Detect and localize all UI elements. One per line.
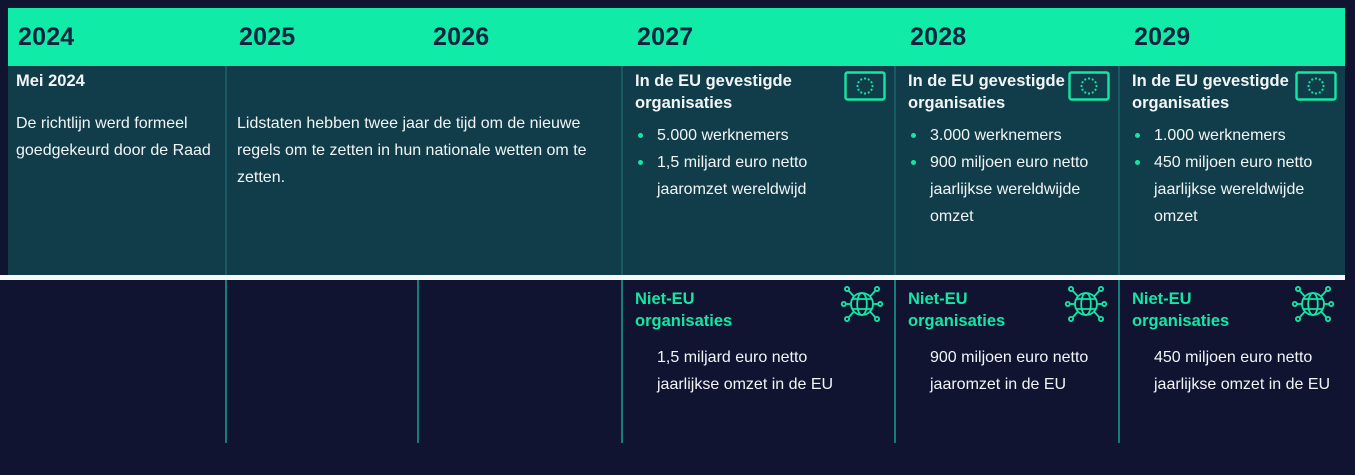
year-label-2025: 2025 xyxy=(239,23,296,51)
bullet-item: 1.000 werknemers xyxy=(1132,122,1334,149)
eu-cell-bullets: 5.000 werknemers 1,5 miljard euro netto … xyxy=(635,122,857,203)
eu-flag-icon xyxy=(844,71,886,101)
column-divider xyxy=(894,66,896,275)
bullet-item: 900 miljoen euro netto jaarlijkse wereld… xyxy=(908,149,1108,230)
cell-2029-eu-organisations: In de EU gevestigde organisaties 1.000 w… xyxy=(1120,66,1345,275)
horizontal-divider xyxy=(0,275,1345,280)
globe-network-icon xyxy=(1064,286,1108,323)
cell-2027-non-eu-organisations: Niet-EU organisaties 1,5 miljard euro ne… xyxy=(623,280,894,443)
eu-cell-title: In de EU gevestigde organisaties xyxy=(635,72,792,112)
cell-2028-eu-organisations: In de EU gevestigde organisaties 3.000 w… xyxy=(896,66,1118,275)
year-label-2027: 2027 xyxy=(637,23,694,51)
eu-cell-bullets: 1.000 werknemers 450 miljoen euro netto … xyxy=(1132,122,1334,230)
column-divider xyxy=(621,66,623,275)
cell-2029-non-eu-organisations: Niet-EU organisaties 450 miljoen euro ne… xyxy=(1120,280,1345,443)
globe-network-icon xyxy=(840,286,884,323)
year-label-2026: 2026 xyxy=(433,23,490,51)
eu-flag-icon xyxy=(1068,71,1110,101)
non-eu-cell-title: Niet-EU organisaties xyxy=(635,290,733,330)
column-rule xyxy=(894,280,896,443)
milestone-title: Mei 2024 xyxy=(16,72,85,90)
cell-2025-2026-transposition: Lidstaten hebben twee jaar de tijd om de… xyxy=(227,66,621,275)
transposition-body: Lidstaten hebben twee jaar de tijd om de… xyxy=(237,115,587,186)
year-label-2024: 2024 xyxy=(18,23,75,51)
non-eu-cell-title: Niet-EU organisaties xyxy=(908,290,1006,330)
cell-2028-non-eu-organisations: Niet-EU organisaties 900 miljoen euro ne… xyxy=(896,280,1118,443)
eu-cell-title: In de EU gevestigde organisaties xyxy=(1132,72,1289,112)
column-divider xyxy=(225,66,227,275)
year-label-2028: 2028 xyxy=(910,23,967,51)
column-rule xyxy=(225,280,227,443)
column-rule xyxy=(417,280,419,443)
bullet-item: 3.000 werknemers xyxy=(908,122,1108,149)
eu-cell-bullets: 3.000 werknemers 900 miljoen euro netto … xyxy=(908,122,1108,230)
eu-flag-icon xyxy=(1295,71,1337,101)
bullet-item: 1,5 miljard euro netto jaaromzet wereldw… xyxy=(635,149,857,203)
bullet-item: 450 miljoen euro netto jaarlijkse wereld… xyxy=(1132,149,1334,230)
column-divider xyxy=(1118,66,1120,275)
eu-cell-title: In de EU gevestigde organisaties xyxy=(908,72,1065,112)
non-eu-cell-body: 1,5 miljard euro netto jaarlijkse omzet … xyxy=(657,349,834,393)
cell-2027-eu-organisations: In de EU gevestigde organisaties 5.000 w… xyxy=(623,66,894,275)
bullet-item: 5.000 werknemers xyxy=(635,122,857,149)
year-band: 2024 2025 2026 2027 2028 2029 xyxy=(8,8,1345,66)
non-eu-cell-body: 900 miljoen euro netto jaaromzet in de E… xyxy=(930,349,1089,393)
column-rule xyxy=(1118,280,1120,443)
cell-2024-milestone: Mei 2024 De richtlijn werd formeel goedg… xyxy=(8,66,225,275)
non-eu-cell-title: Niet-EU organisaties xyxy=(1132,290,1230,330)
year-label-2029: 2029 xyxy=(1134,23,1191,51)
non-eu-cell-body: 450 miljoen euro netto jaarlijkse omzet … xyxy=(1154,349,1331,393)
milestone-body: De richtlijn werd formeel goedgekeurd do… xyxy=(16,115,211,159)
column-rule xyxy=(621,280,623,443)
globe-network-icon xyxy=(1291,286,1335,323)
